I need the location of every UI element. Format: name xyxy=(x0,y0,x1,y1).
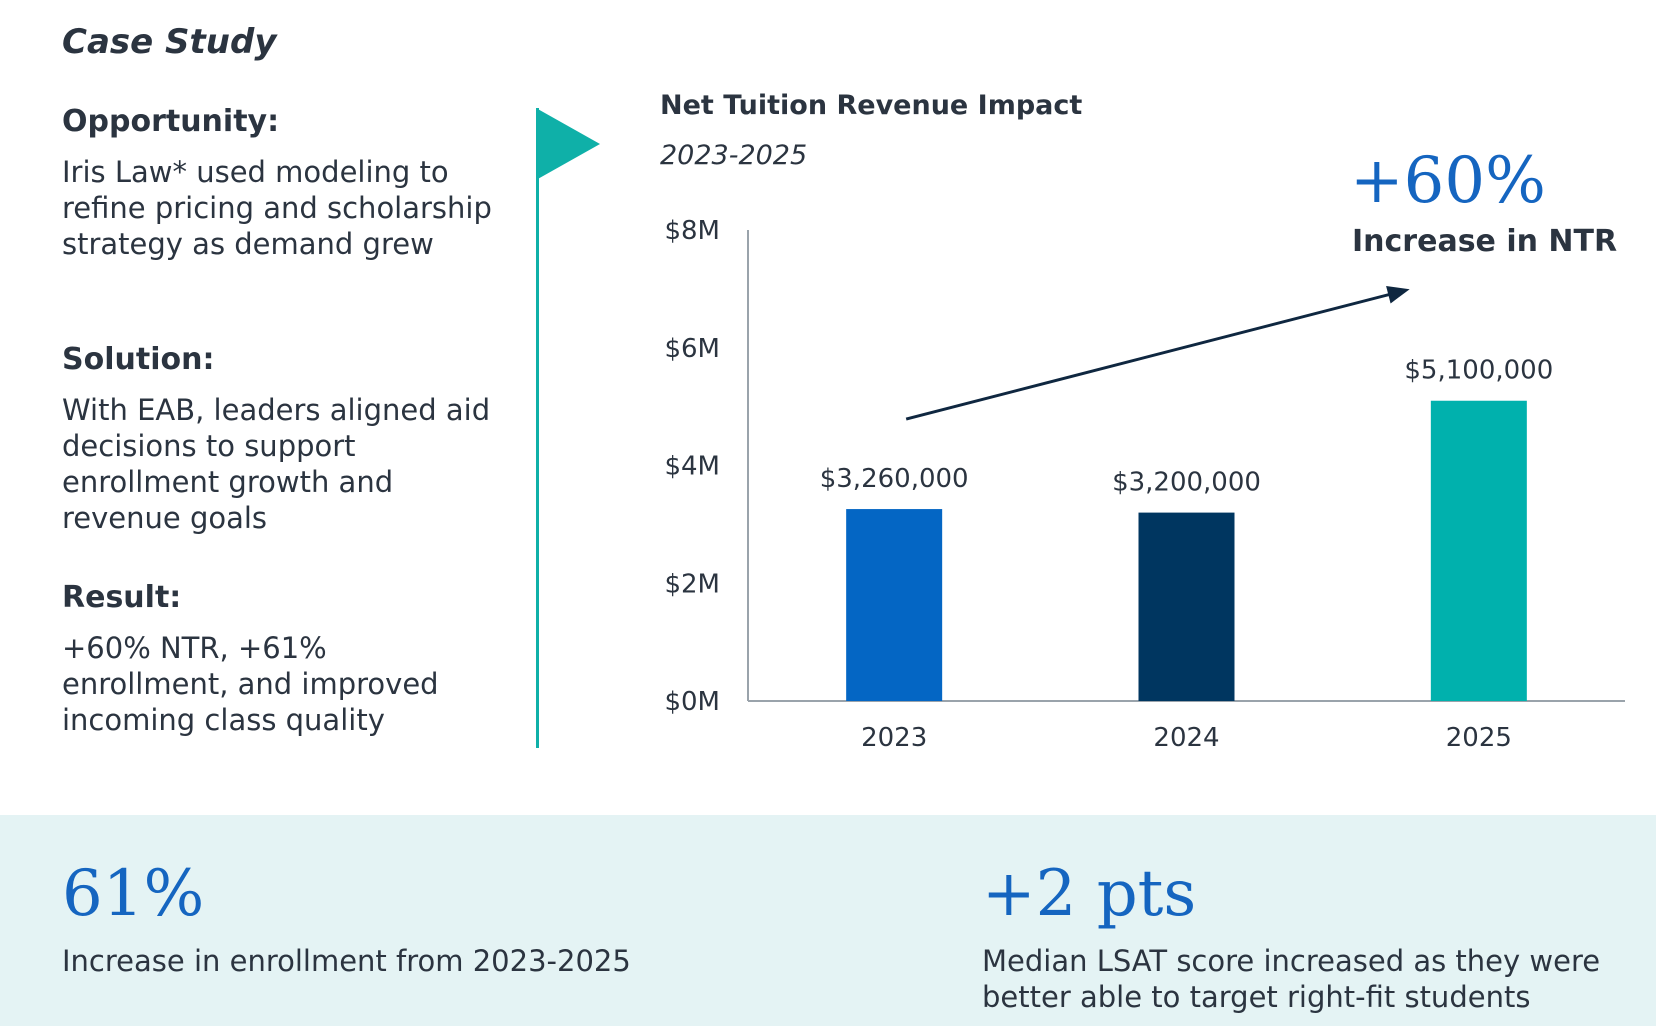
trend-arrow-head-icon xyxy=(1386,286,1410,304)
y-tick-label: $4M xyxy=(664,452,720,482)
solution-text: With EAB, leaders aligned aid decisions … xyxy=(62,393,491,535)
result-heading: Result: xyxy=(62,580,182,615)
ntr-increase-value: +60% xyxy=(1350,144,1546,218)
solution-section: Solution: With EAB, leaders aligned aid … xyxy=(62,342,502,536)
result-section: Result: +60% NTR, +61% enrollment, and i… xyxy=(62,580,502,738)
bar-2024 xyxy=(1138,512,1235,701)
flag-pole-divider xyxy=(536,108,539,748)
chart-title: Net Tuition Revenue Impact xyxy=(660,90,1083,121)
bar-2023 xyxy=(846,509,943,701)
lsat-stat-value: +2 pts xyxy=(982,857,1197,931)
data-label-2024: $3,200,000 xyxy=(1112,468,1261,498)
chart-subtitle: 2023-2025 xyxy=(660,140,808,171)
x-tick-label-2023: 2023 xyxy=(861,723,927,753)
opportunity-heading: Opportunity: xyxy=(62,104,280,139)
enrollment-stat-value: 61% xyxy=(62,857,205,931)
x-tick-label-2024: 2024 xyxy=(1153,723,1219,753)
bar-2025 xyxy=(1430,400,1527,701)
enrollment-stat-text: Increase in enrollment from 2023-2025 xyxy=(62,944,631,978)
trend-arrow-line xyxy=(905,289,1405,421)
y-tick-label: $2M xyxy=(664,569,720,599)
lsat-stat-text: Median LSAT score increased as they were… xyxy=(982,944,1601,1014)
solution-heading: Solution: xyxy=(62,342,215,377)
result-text: +60% NTR, +61% enrollment, and improved … xyxy=(62,631,439,737)
flag-icon xyxy=(536,108,600,180)
x-tick-label-2025: 2025 xyxy=(1446,723,1512,753)
case-study-title: Case Study xyxy=(62,22,277,62)
data-label-2023: $3,260,000 xyxy=(820,464,969,494)
opportunity-section: Opportunity: Iris Law* used modeling to … xyxy=(62,104,502,262)
data-label-2025: $5,100,000 xyxy=(1404,356,1553,386)
opportunity-text: Iris Law* used modeling to refine pricin… xyxy=(62,155,492,261)
ntr-bar-chart: $0M $2M $4M $6M $8M $3,260,000 2023 $3,200,000 2… xyxy=(664,216,1625,753)
bottom-stats-panel: 61% Increase in enrollment from 2023-202… xyxy=(0,815,1656,1026)
y-tick-label: $8M xyxy=(664,216,720,246)
ntr-increase-label: Increase in NTR xyxy=(1352,224,1618,259)
y-tick-label: $0M xyxy=(664,687,720,717)
y-tick-label: $6M xyxy=(664,334,720,364)
